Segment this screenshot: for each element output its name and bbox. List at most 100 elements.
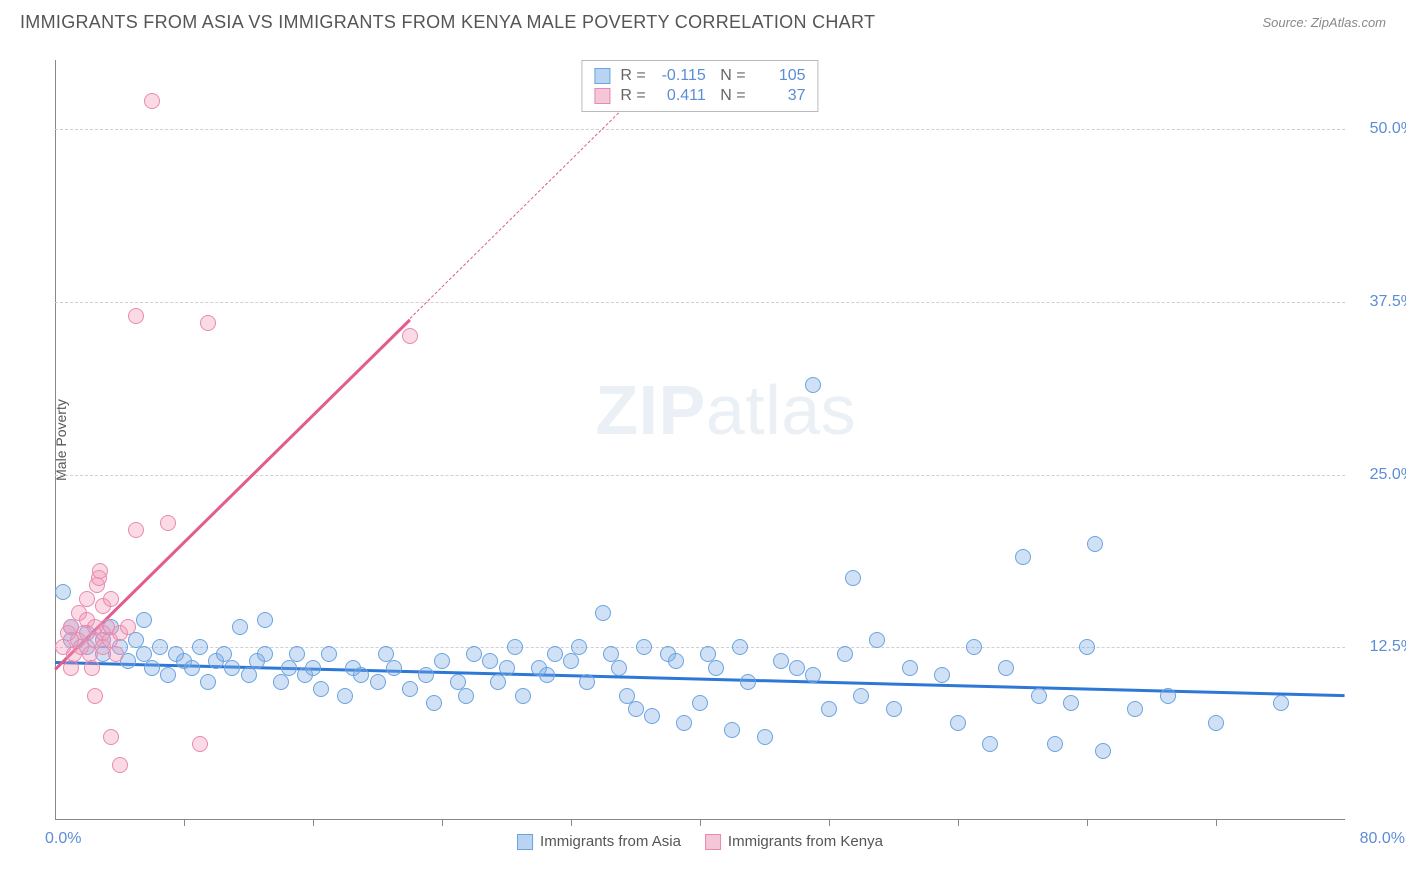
data-point: [1208, 715, 1224, 731]
data-point: [966, 639, 982, 655]
data-point: [108, 646, 124, 662]
data-point: [192, 639, 208, 655]
legend-row: R = 0.411 N = 37: [594, 86, 805, 106]
data-point: [789, 660, 805, 676]
legend-stat-r-label: R =: [620, 67, 645, 85]
data-point: [313, 681, 329, 697]
data-point: [103, 729, 119, 745]
data-point: [337, 688, 353, 704]
data-point: [507, 639, 523, 655]
data-point: [571, 639, 587, 655]
x-origin-label: 0.0%: [45, 830, 81, 848]
legend-stat-r-value: -0.115: [656, 67, 706, 85]
data-point: [490, 674, 506, 690]
legend-series-name: Immigrants from Asia: [540, 833, 681, 850]
x-max-label: 80.0%: [1360, 830, 1405, 848]
legend-item: Immigrants from Asia: [517, 833, 681, 850]
data-point: [821, 701, 837, 717]
data-point: [370, 674, 386, 690]
data-point: [79, 591, 95, 607]
data-point: [136, 612, 152, 628]
y-tick-label: 37.5%: [1370, 293, 1406, 311]
legend-series-name: Immigrants from Kenya: [728, 833, 883, 850]
data-point: [982, 736, 998, 752]
data-point: [103, 591, 119, 607]
trend-line: [54, 319, 411, 670]
data-point: [805, 377, 821, 393]
data-point: [805, 667, 821, 683]
data-point: [200, 315, 216, 331]
data-point: [92, 563, 108, 579]
data-point: [386, 660, 402, 676]
data-point: [1063, 695, 1079, 711]
x-tick: [829, 820, 830, 826]
data-point: [192, 736, 208, 752]
data-point: [257, 646, 273, 662]
legend-swatch: [594, 88, 610, 104]
data-point: [241, 667, 257, 683]
y-axis: [55, 60, 56, 820]
legend-stat-r-label: R =: [620, 87, 645, 105]
data-point: [708, 660, 724, 676]
data-point: [515, 688, 531, 704]
data-point: [611, 660, 627, 676]
data-point: [289, 646, 305, 662]
data-point: [257, 612, 273, 628]
data-point: [628, 701, 644, 717]
data-point: [1015, 549, 1031, 565]
data-point: [539, 667, 555, 683]
data-point: [547, 646, 563, 662]
data-point: [152, 639, 168, 655]
legend-swatch: [594, 68, 610, 84]
data-point: [273, 674, 289, 690]
data-point: [232, 619, 248, 635]
data-point: [773, 653, 789, 669]
data-point: [466, 646, 482, 662]
legend-stat-n-value: 105: [756, 67, 806, 85]
data-point: [482, 653, 498, 669]
data-point: [1047, 736, 1063, 752]
data-point: [579, 674, 595, 690]
data-point: [636, 639, 652, 655]
x-tick: [571, 820, 572, 826]
data-point: [321, 646, 337, 662]
data-point: [837, 646, 853, 662]
data-point: [1095, 743, 1111, 759]
data-point: [353, 667, 369, 683]
data-point: [853, 688, 869, 704]
data-point: [1127, 701, 1143, 717]
data-point: [998, 660, 1014, 676]
x-tick: [958, 820, 959, 826]
data-point: [1079, 639, 1095, 655]
y-tick-label: 25.0%: [1370, 466, 1406, 484]
data-point: [128, 308, 144, 324]
data-point: [144, 93, 160, 109]
data-point: [1087, 536, 1103, 552]
data-point: [732, 639, 748, 655]
data-point: [120, 619, 136, 635]
data-point: [757, 729, 773, 745]
x-tick: [700, 820, 701, 826]
legend-swatch: [705, 834, 721, 850]
data-point: [1031, 688, 1047, 704]
data-point: [869, 632, 885, 648]
data-point: [84, 660, 100, 676]
x-tick: [313, 820, 314, 826]
data-point: [434, 653, 450, 669]
correlation-legend-box: R = -0.115 N = 105 R = 0.411 N = 37: [581, 60, 818, 112]
data-point: [160, 515, 176, 531]
y-tick-label: 50.0%: [1370, 120, 1406, 138]
data-point: [563, 653, 579, 669]
data-point: [886, 701, 902, 717]
data-point: [644, 708, 660, 724]
y-tick-label: 12.5%: [1370, 638, 1406, 656]
data-point: [595, 605, 611, 621]
x-tick: [1087, 820, 1088, 826]
data-point: [184, 660, 200, 676]
data-point: [740, 674, 756, 690]
data-point: [418, 667, 434, 683]
data-point: [499, 660, 515, 676]
data-point: [458, 688, 474, 704]
data-point: [87, 688, 103, 704]
data-point: [426, 695, 442, 711]
